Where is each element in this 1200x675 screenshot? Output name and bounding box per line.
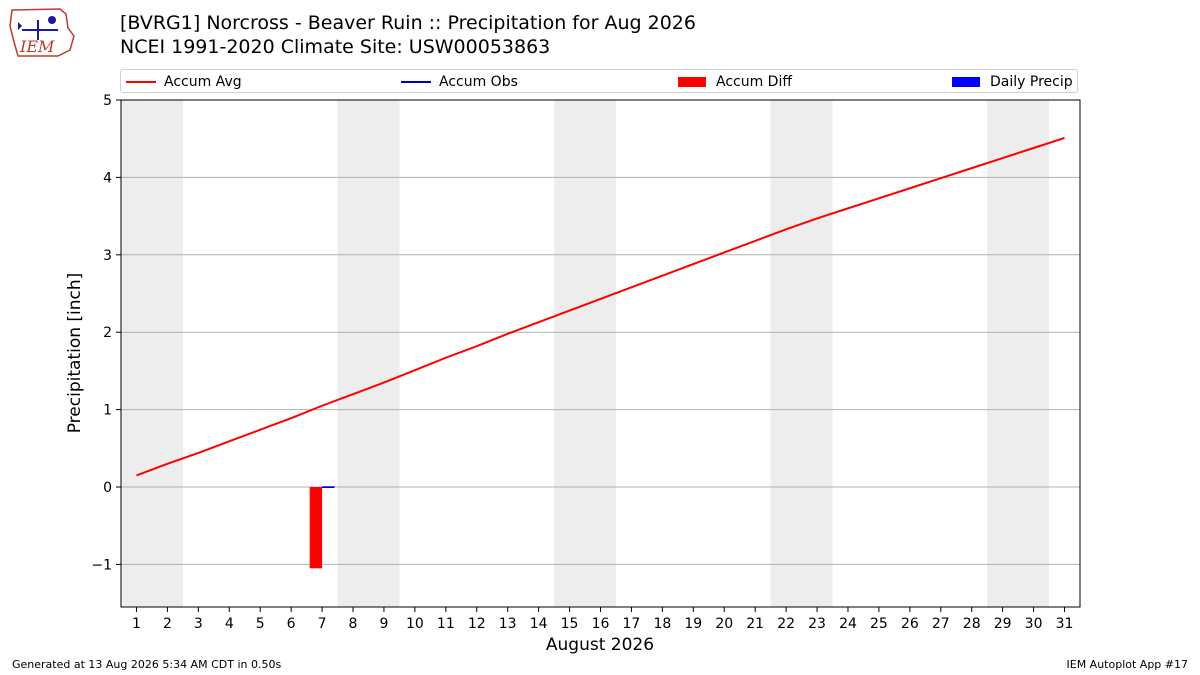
weekend-shade [554,100,616,607]
x-tick-label: 11 [437,616,455,632]
footer-app: IEM Autoplot App #17 [1066,658,1189,671]
line-series [136,136,1065,488]
x-tick-label: 6 [287,616,296,632]
iem-logo-text: IEM [19,37,55,56]
bar-series [309,487,335,569]
x-tick-label: 27 [932,616,950,632]
y-gridlines [121,99,1080,565]
chart-subtitle: NCEI 1991-2020 Climate Site: USW00053863 [120,36,551,58]
x-tick-label: 25 [870,616,888,632]
footer-generated: Generated at 13 Aug 2026 5:34 AM CDT in … [12,658,282,671]
x-tick-label: 10 [406,616,424,632]
legend-label-accum-diff: Accum Diff [716,74,793,90]
x-tick-label: 1 [132,616,141,632]
legend-swatch-accum-diff [678,77,706,87]
x-tick-label: 4 [225,616,234,632]
x-tick-label: 2 [163,616,172,632]
x-tick-label: 7 [318,616,327,632]
legend-label-accum-obs: Accum Obs [439,74,518,90]
legend-label-accum-avg: Accum Avg [164,74,242,90]
weekend-shade [121,100,183,607]
legend-label-daily-precip: Daily Precip [990,74,1073,90]
x-tick-label: 16 [592,616,610,632]
x-tick-label: 18 [653,616,671,632]
x-tick-label: 28 [963,616,981,632]
legend-swatch-accum-obs [401,81,431,83]
x-tick-label: 23 [808,616,826,632]
x-tick-label: 20 [715,616,733,632]
legend-item-daily-precip: Daily Precip [952,73,1073,91]
legend-item-accum-obs: Accum Obs [401,73,518,91]
x-tick-label: 30 [1025,616,1043,632]
accum-avg-line [136,136,1065,477]
accum-diff-bar [309,487,323,569]
y-axis-label: Precipitation [inch] [65,273,85,434]
x-tick-label: 22 [777,616,795,632]
weekend-shade [337,100,400,607]
chart-legend: Accum Avg Accum Obs Accum Diff Daily Pre… [120,69,1078,93]
x-tick-label: 31 [1056,616,1074,632]
x-tick-label: 26 [901,616,919,632]
x-tick-label: 24 [839,616,857,632]
x-tick-label: 15 [561,616,579,632]
x-tick-label: 9 [379,616,388,632]
chart-title: [BVRG1] Norcross - Beaver Ruin :: Precip… [120,12,696,34]
x-tick-label: 8 [349,616,358,632]
x-tick-label: 21 [746,616,764,632]
legend-swatch-daily-precip [952,77,980,87]
y-tick-label: 0 [103,480,112,496]
y-tick-label: 5 [103,93,112,109]
y-tick-label: −1 [91,557,112,573]
weekend-shade [770,100,833,607]
x-tick-label: 3 [194,616,203,632]
x-tick-label: 17 [623,616,641,632]
legend-item-accum-avg: Accum Avg [126,73,242,91]
y-tick-label: 1 [103,403,112,419]
y-tick-label: 3 [103,248,112,264]
x-axis-ticks: 1 2 3 4 5 6 7 8 9 10 11 12 13 14 15 16 17 18 19 20 21 22 23 24 2… [132,607,1073,632]
legend-item-accum-diff: Accum Diff [678,73,792,91]
legend-swatch-accum-avg [126,81,156,83]
iem-logo: IEM [9,8,75,57]
x-tick-label: 5 [256,616,265,632]
y-axis-ticks: −1 0 1 2 3 4 5 [91,93,121,573]
x-axis-label: August 2026 [546,635,654,655]
x-tick-label: 29 [994,616,1012,632]
weekend-shade [987,100,1050,607]
y-tick-label: 2 [103,325,112,341]
x-tick-label: 12 [468,616,486,632]
weekend-shading [121,100,1050,607]
x-tick-label: 14 [530,616,548,632]
x-tick-label: 19 [684,616,702,632]
x-tick-label: 13 [499,616,517,632]
y-tick-label: 4 [103,170,112,186]
